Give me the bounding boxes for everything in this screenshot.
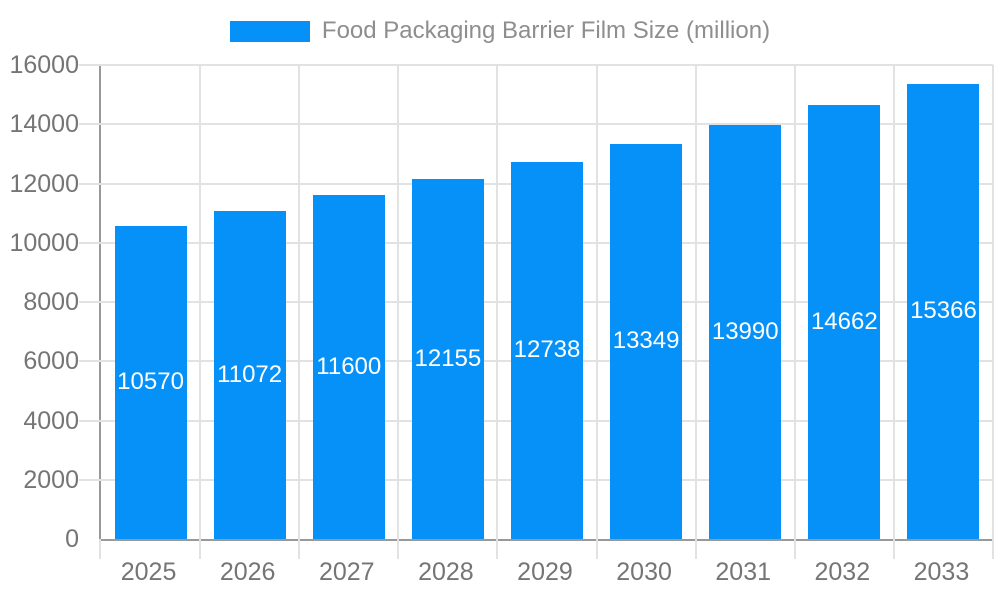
bar-value-label: 13349 <box>612 327 680 355</box>
h-gridline <box>79 64 993 66</box>
bar-value-label: 12738 <box>513 336 581 364</box>
bar-2026[interactable]: 11072 <box>213 211 286 539</box>
legend-item[interactable]: Food Packaging Barrier Film Size (millio… <box>0 16 1000 46</box>
plot-area: 10570 11072 11600 12155 12738 13349 13990 14662… <box>79 64 994 559</box>
bar-value-label: 11600 <box>316 353 382 381</box>
axis-tick <box>992 65 994 559</box>
y-tick-label: 6000 <box>23 347 79 376</box>
y-tick-label: 10000 <box>9 228 79 257</box>
bar-2032[interactable]: 14662 <box>808 104 881 539</box>
v-gridline <box>892 65 895 559</box>
v-gridline <box>397 65 400 559</box>
v-gridline <box>793 65 796 559</box>
x-tick-label: 2030 <box>616 558 672 586</box>
bar-2028[interactable]: 12155 <box>411 178 484 539</box>
y-tick-label: 14000 <box>9 110 79 139</box>
y-tick-label: 8000 <box>23 288 79 316</box>
v-gridline <box>694 65 697 559</box>
x-tick-label: 2031 <box>715 558 772 586</box>
y-tick-label: 2000 <box>23 465 79 494</box>
bar-2030[interactable]: 13349 <box>610 143 683 539</box>
x-tick-label: 2028 <box>418 558 474 586</box>
bar-2033[interactable]: 15366 <box>907 83 980 539</box>
bar-value-label: 15366 <box>910 297 977 325</box>
bar-value-label: 12155 <box>414 344 482 372</box>
bar-value-label: 10570 <box>117 368 184 396</box>
x-tick-label: 2027 <box>318 558 375 586</box>
v-gridline <box>595 65 598 559</box>
bar-2031[interactable]: 13990 <box>709 124 782 539</box>
y-tick-label: 16000 <box>9 51 79 79</box>
x-tick-label: 2029 <box>517 558 573 586</box>
y-tick-label: 0 <box>65 525 79 553</box>
bar-2027[interactable]: 11600 <box>312 195 385 539</box>
x-tick-label: 2032 <box>814 558 871 586</box>
bar-value-label: 11072 <box>217 361 283 388</box>
bar-value-label: 13990 <box>711 317 779 345</box>
y-tick-label: 12000 <box>9 169 79 198</box>
x-tick-label: 2026 <box>219 558 276 586</box>
legend-swatch-icon <box>229 20 310 42</box>
v-gridline <box>199 65 202 559</box>
bar-2029[interactable]: 12738 <box>511 161 583 539</box>
v-gridline <box>298 65 301 559</box>
h-gridline <box>79 123 993 126</box>
legend-label: Food Packaging Barrier Film Size (millio… <box>321 17 771 44</box>
v-gridline <box>496 65 499 559</box>
y-tick-label: 4000 <box>23 406 79 435</box>
x-tick-label: 2033 <box>913 558 970 586</box>
bar-2025[interactable]: 10570 <box>114 225 187 539</box>
axis-tick <box>99 539 101 559</box>
bar-value-label: 14662 <box>810 307 878 335</box>
x-tick-label: 2025 <box>120 558 177 586</box>
